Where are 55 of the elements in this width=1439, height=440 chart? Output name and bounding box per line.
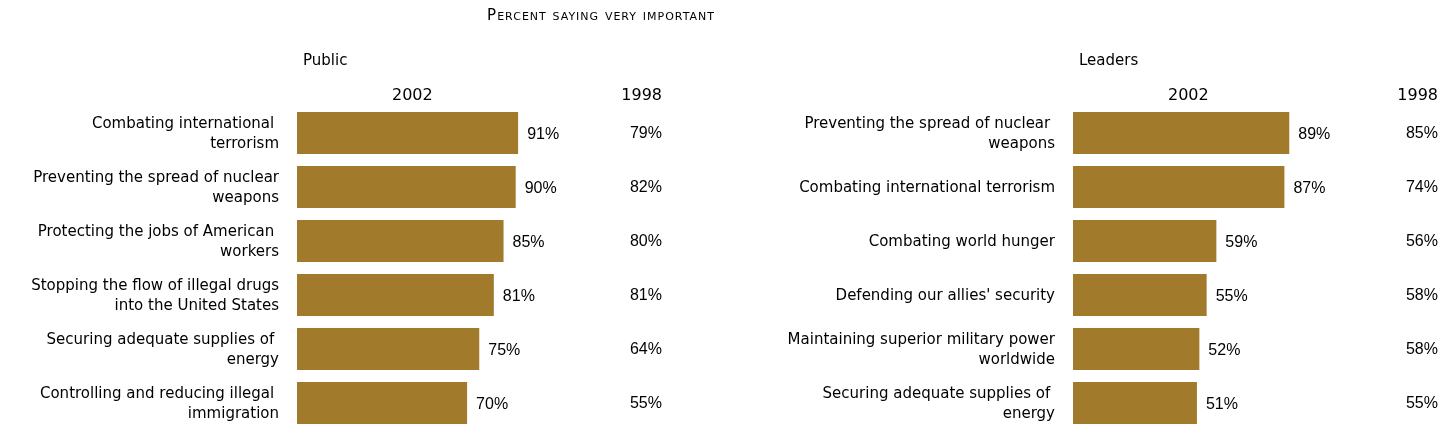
- data-label: 55%: [1215, 286, 1248, 304]
- data-label: 51%: [1205, 394, 1238, 412]
- text: 1998: [621, 84, 662, 104]
- bar: [1073, 112, 1290, 154]
- data-label: 70%: [476, 394, 509, 412]
- bar: [1073, 166, 1285, 208]
- bar: [297, 328, 480, 370]
- text: 64%: [629, 339, 662, 357]
- category-label: Combating international terrorism: [799, 178, 1055, 196]
- text: 79%: [629, 123, 662, 141]
- bar: [297, 220, 504, 262]
- data-label: 81%: [502, 286, 535, 304]
- bar: [297, 166, 516, 208]
- category-label: Combating international terrorism: [91, 114, 279, 152]
- category-label: Securing adequate supplies of energy: [46, 330, 279, 368]
- category-label: Protecting the jobs of American workers: [37, 222, 279, 260]
- text: 80%: [629, 231, 662, 249]
- text: 74%: [1405, 177, 1438, 195]
- data-label: 75%: [488, 340, 521, 358]
- data-label: 89%: [1298, 124, 1331, 142]
- bar: [297, 274, 494, 316]
- category-label: Preventing the spread of nuclear weapons: [804, 114, 1055, 152]
- text: Percent saying very important: [487, 6, 715, 24]
- text: 82%: [629, 177, 662, 195]
- bar: [297, 112, 519, 154]
- chart-subtitle: Leaders: [1079, 50, 1139, 69]
- text: 81%: [629, 285, 662, 303]
- data-label: 59%: [1225, 232, 1258, 250]
- x-axis-title: 2002: [1168, 84, 1209, 104]
- text: 1998: [1397, 84, 1438, 104]
- text: 58%: [1405, 285, 1438, 303]
- bar: [1073, 328, 1200, 370]
- bar: [1073, 382, 1197, 424]
- text: 58%: [1405, 339, 1438, 357]
- category-label: Preventing the spread of nuclear weapons: [33, 168, 279, 206]
- text: 56%: [1405, 231, 1438, 249]
- data-label: 91%: [527, 124, 560, 142]
- category-label: Combating world hunger: [868, 232, 1055, 250]
- text: 85%: [1405, 123, 1438, 141]
- category-label: Securing adequate supplies of energy: [822, 384, 1055, 422]
- data-label: 85%: [512, 232, 545, 250]
- x-axis-title: 2002: [392, 84, 433, 104]
- category-label: Controlling and reducing illegal immigration: [39, 384, 279, 422]
- text: 55%: [629, 393, 662, 411]
- bar: [1073, 274, 1207, 316]
- data-label: 87%: [1293, 178, 1326, 196]
- text: 55%: [1405, 393, 1438, 411]
- bar: [1073, 220, 1217, 262]
- chart-subtitle: Public: [303, 50, 348, 69]
- data-label: 52%: [1208, 340, 1241, 358]
- bar: [297, 382, 468, 424]
- category-label: Maintaining superior military power worldwide: [787, 330, 1055, 368]
- category-label: Stopping the flow of illegal drugs into the United States: [31, 276, 279, 314]
- data-label: 90%: [524, 178, 557, 196]
- category-label: Defending our allies' security: [835, 286, 1055, 304]
